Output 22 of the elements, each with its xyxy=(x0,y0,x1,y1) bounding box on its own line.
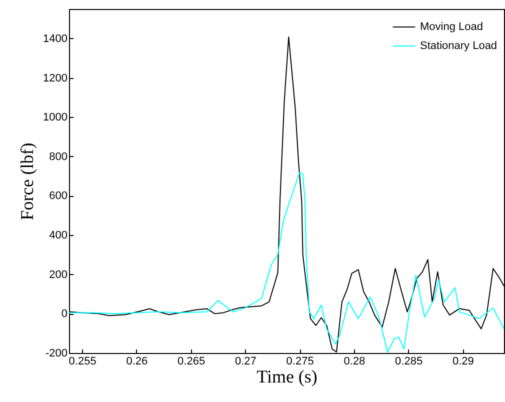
y-tick-label: 800 xyxy=(49,150,68,163)
x-tick-label: 0.275 xyxy=(286,356,314,368)
y-tick-label: 1400 xyxy=(43,32,68,45)
legend-label: Stationary Load xyxy=(420,40,498,52)
y-tick-label: 400 xyxy=(49,230,68,242)
y-tick-label: 200 xyxy=(49,268,68,281)
x-axis-title: Time (s) xyxy=(256,366,318,386)
legend-label: Moving Load xyxy=(420,21,483,33)
x-tick-label: 0.29 xyxy=(452,356,474,368)
y-tick-label: -200 xyxy=(45,348,68,360)
y-tick-label: 1000 xyxy=(43,112,68,124)
y-tick-label: 1200 xyxy=(43,72,68,84)
x-tick-label: 0.255 xyxy=(68,356,96,368)
x-tick-label: 0.285 xyxy=(395,356,423,368)
line-series xyxy=(68,172,504,353)
x-tick-label: 0.26 xyxy=(126,356,148,368)
x-tick-label: 0.27 xyxy=(234,356,256,368)
x-tick-label: 0.28 xyxy=(344,356,366,368)
y-tick-label: 0 xyxy=(61,308,68,320)
x-tick-label: 0.265 xyxy=(178,356,206,368)
y-axis-title: Force (lbf) xyxy=(17,142,38,220)
y-tick-label: 600 xyxy=(49,190,68,202)
